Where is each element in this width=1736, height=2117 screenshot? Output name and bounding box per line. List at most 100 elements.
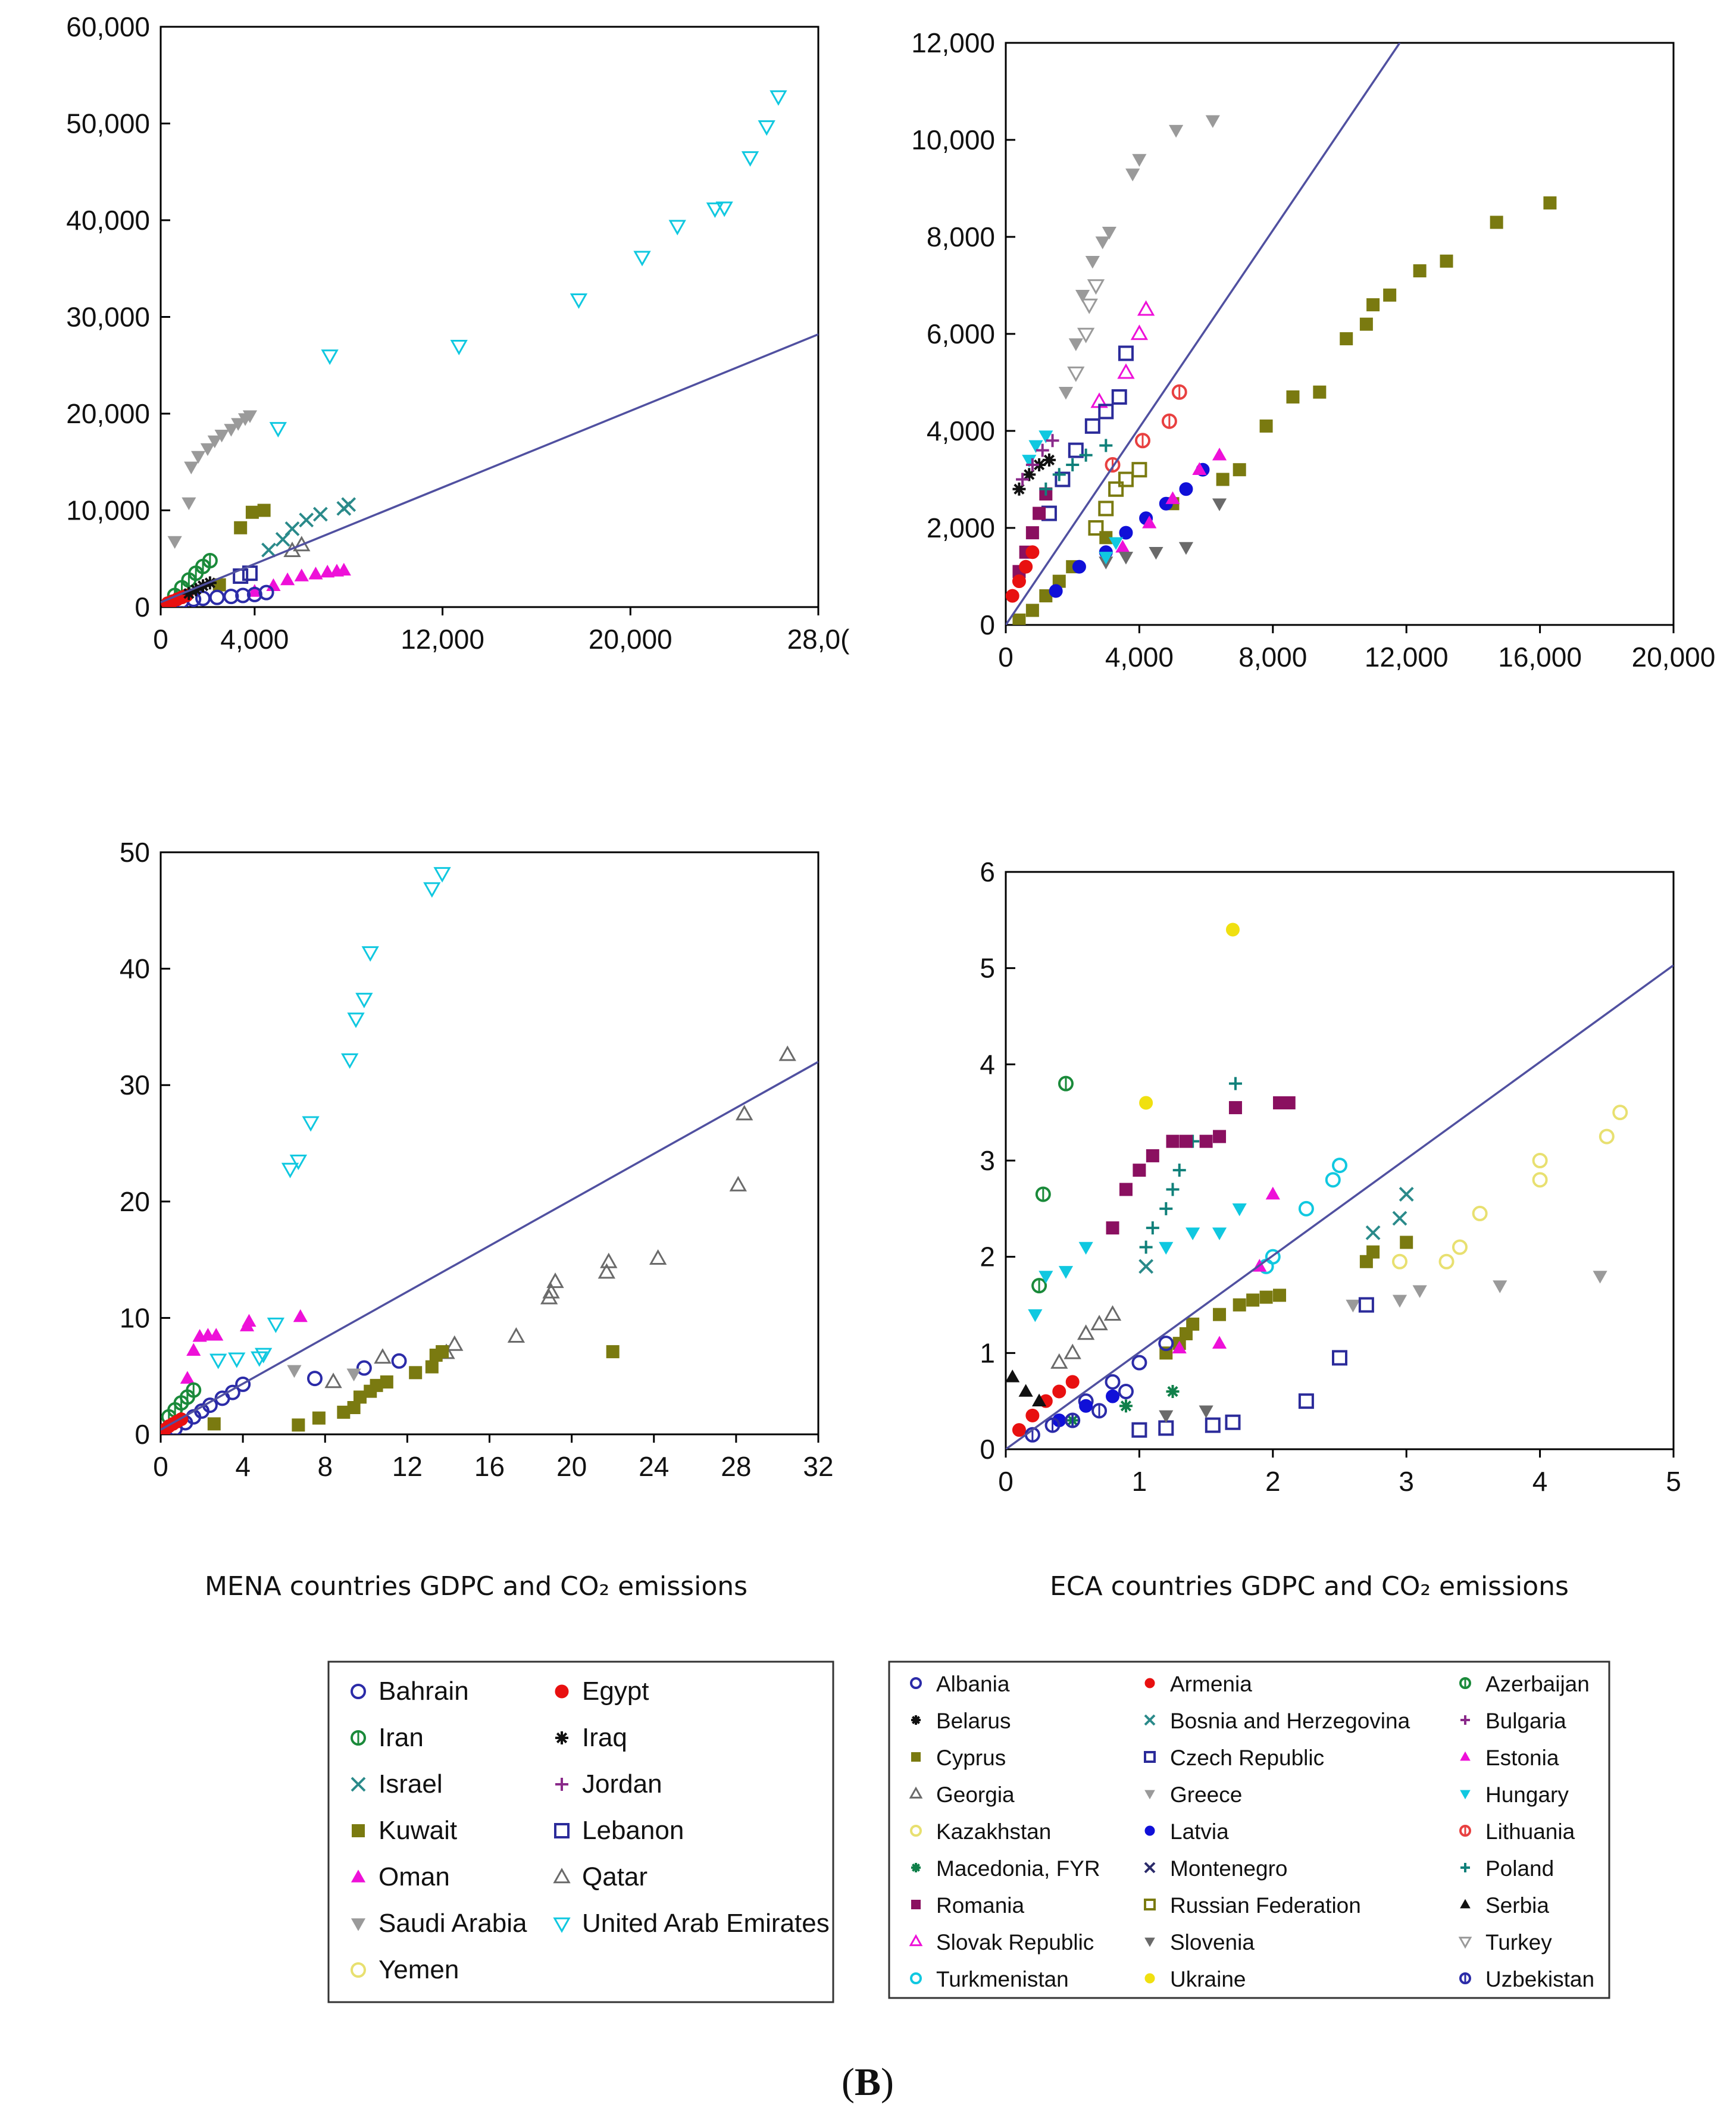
data-point-albania: [1131, 1355, 1147, 1371]
series-uzbekistan: [1024, 1403, 1108, 1443]
data-point-united-arab-emirates: [770, 90, 787, 106]
series-qatar: [324, 1045, 796, 1389]
data-point-united-arab-emirates: [706, 202, 724, 218]
data-point-greece: [1346, 1299, 1360, 1313]
x-tick-label: 20,000: [589, 624, 672, 655]
series-czech-republic: [1041, 345, 1134, 521]
y-tick-label: 0: [134, 592, 150, 623]
data-point-romania: [1025, 526, 1039, 540]
legend-label: Oman: [379, 1862, 450, 1891]
data-point-cyprus: [1259, 1290, 1273, 1304]
y-tick-label: 4: [980, 1049, 995, 1080]
data-point-poland: [1166, 1183, 1180, 1196]
plot-area: [1006, 923, 1674, 1449]
data-point-united-arab-emirates: [289, 1155, 308, 1171]
data-point-kuwait: [212, 578, 226, 592]
data-point-bahrain: [258, 584, 274, 601]
y-tick-label: 6,000: [927, 318, 995, 349]
legend-marker-egypt: [555, 1684, 569, 1699]
series-lithuania: [1105, 384, 1187, 473]
series-latvia: [1049, 462, 1210, 598]
data-point-macedonia-fyr: [1119, 1399, 1133, 1413]
data-point-cyprus: [1313, 385, 1327, 399]
legend-item-egypt: Egypt: [555, 1677, 649, 1706]
data-point-hungary: [1028, 1309, 1043, 1322]
data-point-cyprus: [1359, 1255, 1373, 1268]
series-israel: [261, 497, 356, 558]
series-albania: [1078, 1336, 1174, 1409]
y-tick-label: 2,000: [927, 512, 995, 543]
data-point-romania: [1033, 506, 1046, 520]
data-point-estonia: [1212, 1336, 1227, 1349]
legend-label: United Arab Emirates: [582, 1909, 830, 1938]
legend-label: Bulgaria: [1485, 1709, 1566, 1733]
series-ukraine: [1139, 923, 1240, 1110]
data-point-kazakhstan: [1472, 1205, 1488, 1221]
legend-marker-latvia: [1144, 1825, 1155, 1836]
data-point-estonia: [1192, 462, 1207, 475]
data-point-albania: [1158, 1336, 1174, 1352]
data-point-kuwait: [234, 521, 248, 534]
data-point-bosnia-and-herzegovina: [1365, 1225, 1381, 1240]
data-point-united-arab-emirates: [209, 1353, 227, 1369]
data-point-poland: [1079, 448, 1093, 462]
legend-item-turkey: Turkey: [1458, 1930, 1552, 1955]
data-point-cyprus: [1213, 1308, 1227, 1321]
legend-marker-uzbekistan: [1459, 1972, 1471, 1984]
y-tick-label: 5: [980, 953, 995, 984]
legend-marker-macedonia-fyr: [911, 1863, 921, 1872]
series-greece: [1346, 1271, 1607, 1313]
plot-frame: [159, 851, 819, 1436]
data-point-cyprus: [1216, 473, 1230, 486]
data-point-uzbekistan: [1091, 1403, 1108, 1419]
legend-item-hungary: Hungary: [1460, 1783, 1569, 1807]
series-bosnia-and-herzegovina: [1138, 1187, 1414, 1274]
series-romania: [1106, 1096, 1296, 1235]
legend-item-yemen: Yemen: [351, 1955, 459, 1984]
plot-area: [161, 90, 818, 607]
data-point-united-arab-emirates: [570, 293, 588, 309]
series-lebanon: [233, 565, 258, 584]
data-point-poland: [1039, 482, 1053, 496]
data-point-united-arab-emirates: [668, 220, 686, 236]
data-point-kazakhstan: [1438, 1253, 1455, 1269]
fit-line: [1006, 43, 1401, 625]
data-point-estonia: [1115, 539, 1130, 553]
legend-label: Cyprus: [936, 1746, 1006, 1770]
data-point-oman: [294, 568, 309, 581]
x-tick-label: 24: [639, 1451, 669, 1482]
legend-item-poland: Poland: [1460, 1856, 1554, 1881]
legend-label: Serbia: [1485, 1893, 1549, 1918]
legend-marker-lithuania: [1459, 1825, 1471, 1837]
data-point-bulgaria: [1025, 458, 1039, 472]
data-point-cyprus: [1400, 1236, 1413, 1249]
data-point-iraq: [189, 583, 203, 596]
legend-label: Qatar: [582, 1862, 648, 1891]
legend-marker-slovak-republic: [909, 1934, 923, 1946]
data-point-serbia: [1006, 1369, 1020, 1383]
legend-marker-belarus: [911, 1715, 921, 1725]
legend-item-montenegro: Montenegro: [1144, 1856, 1287, 1881]
data-point-united-arab-emirates: [450, 339, 468, 355]
legend-item-bosnia-and-herzegovina: Bosnia and Herzegovina: [1144, 1709, 1410, 1733]
series-azerbaijan: [1031, 1075, 1074, 1294]
data-point-slovenia: [1159, 1410, 1174, 1424]
legend-marker-bulgaria: [1460, 1715, 1470, 1725]
data-point-kazakhstan: [1452, 1239, 1468, 1255]
data-point-israel: [284, 521, 300, 536]
legend-item-macedonia-fyr: Macedonia, FYR: [911, 1856, 1100, 1881]
data-point-saudi-arabia: [167, 536, 182, 549]
legend-item-albania: Albania: [910, 1672, 1010, 1696]
legend-label: Belarus: [936, 1709, 1011, 1733]
data-point-cyprus: [1440, 254, 1453, 268]
legend-label: Saudi Arabia: [379, 1909, 527, 1938]
plot-area: [1006, 43, 1557, 625]
data-point-saudi-arabia: [191, 451, 206, 464]
data-point-armenia: [1025, 1408, 1040, 1422]
data-point-kazakhstan: [1532, 1153, 1548, 1168]
data-point-greece: [1125, 168, 1140, 182]
data-point-bahrain: [391, 1353, 407, 1369]
legend-eca: Albania Armenia Azerbaijan Belarus Bosnia an…: [888, 1661, 1610, 1999]
data-point-romania: [1166, 1134, 1180, 1148]
